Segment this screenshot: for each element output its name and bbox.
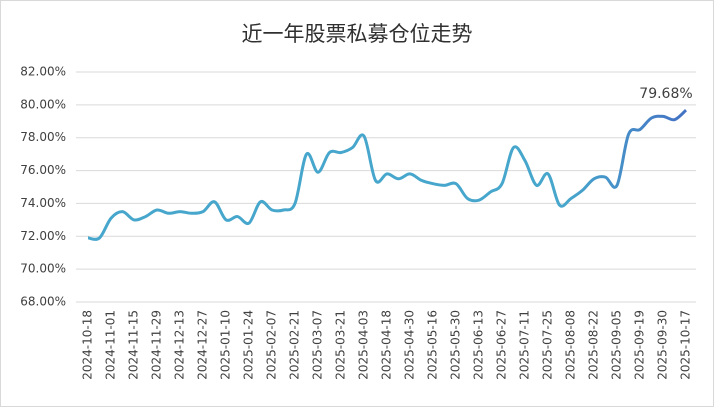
x-tick-label: 2025-05-30 — [449, 310, 463, 380]
x-tick-label: 2025-09-05 — [610, 310, 624, 380]
x-tick-label: 2025-10-17 — [679, 310, 693, 380]
y-tick-label: 80.00% — [20, 97, 66, 111]
x-tick-label: 2025-01-24 — [242, 310, 256, 380]
x-tick-label: 2024-12-13 — [173, 310, 187, 380]
x-tick-label: 2025-06-13 — [472, 310, 486, 380]
x-tick-label: 2025-04-30 — [403, 310, 417, 380]
x-tick-label: 2024-11-01 — [104, 310, 118, 380]
x-tick-label: 2024-12-27 — [196, 310, 210, 380]
x-tick-label: 2025-05-16 — [426, 310, 440, 380]
y-tick-label: 74.00% — [20, 196, 66, 210]
x-tick-label: 2025-09-19 — [633, 310, 647, 380]
x-tick-label: 2025-06-27 — [495, 310, 509, 380]
x-tick-label: 2025-03-21 — [334, 310, 348, 380]
x-tick-label: 2025-08-22 — [587, 310, 601, 380]
x-tick-label: 2025-07-11 — [518, 310, 532, 380]
x-tick-label: 2024-11-15 — [127, 310, 141, 380]
data-label: 79.68% — [639, 86, 692, 102]
y-tick-label: 78.00% — [20, 130, 66, 144]
y-tick-label: 70.00% — [20, 262, 66, 276]
x-tick-label: 2025-02-07 — [265, 310, 279, 380]
x-tick-label: 2025-04-03 — [357, 310, 371, 380]
x-tick-label: 2025-04-18 — [380, 310, 394, 380]
line — [87, 108, 688, 241]
y-tick-label: 68.00% — [20, 295, 66, 309]
y-tick-label: 82.00% — [20, 65, 66, 79]
x-tick-label: 2025-08-08 — [564, 310, 578, 380]
chart-title: 近一年股票私募仓位走势 — [242, 22, 473, 46]
x-tick-label: 2025-09-30 — [656, 310, 670, 380]
y-tick-label: 76.00% — [20, 163, 66, 177]
x-tick-label: 2025-07-25 — [541, 310, 555, 380]
x-tick-label: 2024-11-29 — [150, 310, 164, 380]
y-tick-label: 72.00% — [20, 229, 66, 243]
x-tick-label: 2025-01-10 — [219, 310, 233, 380]
x-tick-label: 2025-03-07 — [311, 310, 325, 380]
x-tick-label: 2024-10-18 — [81, 310, 95, 380]
x-tick-label: 2025-02-21 — [288, 310, 302, 380]
